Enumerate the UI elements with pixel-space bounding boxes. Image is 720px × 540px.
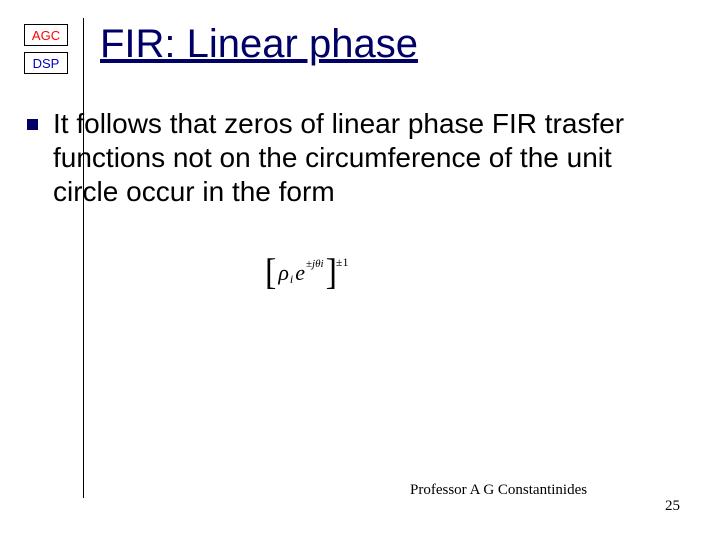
slide: AGC DSP FIR: Linear phase It follows tha… [0,0,720,540]
body-text: It follows that zeros of linear phase FI… [53,107,673,209]
logo-dsp-box: DSP [24,52,68,74]
e-symbol: e [295,260,305,286]
logo-dsp-text: DSP [33,56,60,71]
exponent: ±jθi [306,258,324,270]
vertical-separator [83,18,84,498]
sub-i-1: i [290,272,293,287]
equation: [ ρ i e ±jθi ] ±1 [265,255,350,291]
outer-pm: ± [336,255,343,269]
equation-inner: ρ i e ±jθi [276,260,325,286]
slide-title: FIR: Linear phase [100,22,418,67]
rho-symbol: ρ [278,260,289,286]
left-bracket: [ [265,254,276,291]
logo-agc-text: AGC [32,28,60,43]
logo-agc-box: AGC [24,24,68,46]
bullet-icon [27,119,38,130]
outer-one: 1 [343,255,349,269]
page-number: 25 [665,498,680,515]
outer-exponent: ±1 [336,255,349,270]
sub-i-2: i [321,258,324,270]
footer-text: Professor A G Constantinides [410,482,587,499]
